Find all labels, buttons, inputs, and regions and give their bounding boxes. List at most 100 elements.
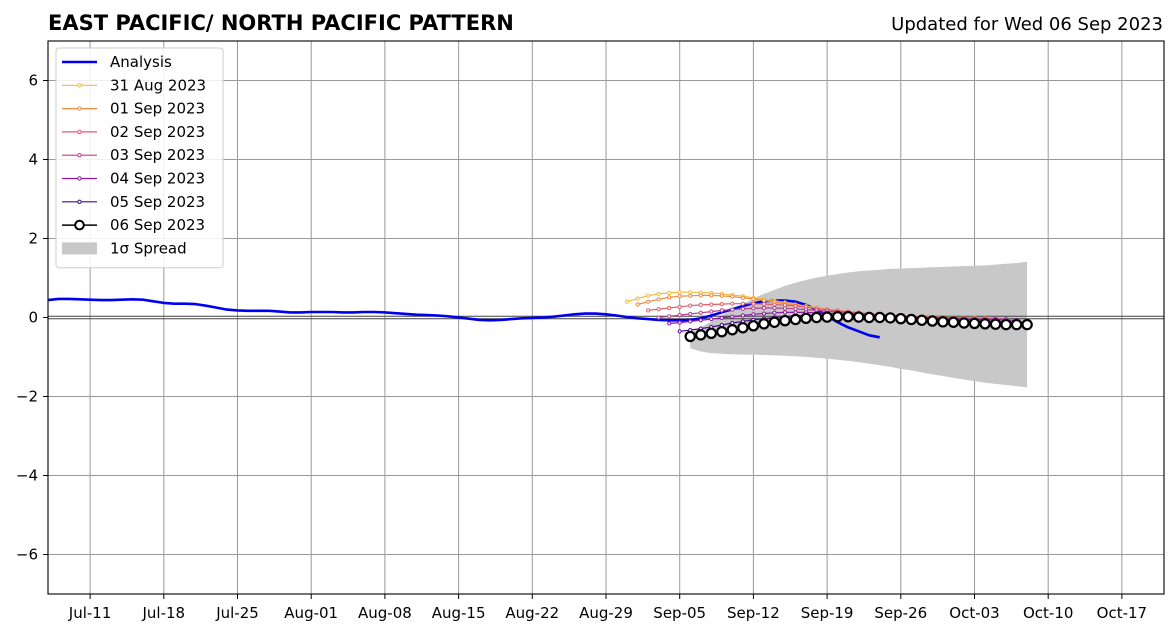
y-tick-label: −6 bbox=[16, 546, 38, 564]
forecast-line bbox=[658, 307, 1007, 320]
forecast-point bbox=[730, 301, 735, 306]
forecast-point bbox=[667, 295, 672, 300]
forecast-point bbox=[761, 305, 767, 311]
forecast-point bbox=[709, 316, 714, 322]
forecast-point bbox=[656, 297, 661, 302]
forecast-point bbox=[709, 293, 714, 298]
forecast-point bbox=[719, 315, 724, 320]
forecast-point bbox=[772, 310, 777, 315]
forecast-point bbox=[719, 308, 724, 313]
forecast-point bbox=[698, 293, 703, 298]
legend-marker bbox=[77, 176, 82, 181]
x-tick-label: Jul-11 bbox=[68, 604, 112, 622]
legend-label: 02 Sep 2023 bbox=[110, 123, 205, 141]
forecast-point bbox=[716, 326, 728, 338]
forecast-point bbox=[1000, 318, 1012, 331]
forecast-point bbox=[730, 294, 735, 299]
x-tick-label: Jul-25 bbox=[215, 604, 259, 622]
legend-marker bbox=[74, 219, 85, 231]
forecast-point bbox=[740, 313, 745, 318]
forecast-point bbox=[958, 317, 970, 329]
forecast-point bbox=[761, 298, 767, 303]
y-tick-label: 4 bbox=[28, 151, 38, 169]
x-tick-label: Sep-05 bbox=[653, 604, 706, 622]
forecast-point bbox=[730, 314, 735, 319]
legend-marker bbox=[77, 153, 82, 158]
y-tick-label: 0 bbox=[28, 309, 38, 327]
legend-label: 01 Sep 2023 bbox=[110, 100, 205, 118]
forecast-point bbox=[947, 316, 960, 328]
legend-label: 06 Sep 2023 bbox=[110, 216, 205, 234]
forecast-point bbox=[688, 319, 693, 324]
forecast-point bbox=[677, 320, 682, 325]
forecast-point bbox=[635, 296, 640, 301]
legend-item: 31 Aug 2023 bbox=[62, 76, 206, 94]
forecast-point bbox=[905, 313, 918, 326]
legend-item: 04 Sep 2023 bbox=[62, 170, 205, 188]
forecast-point bbox=[979, 318, 991, 330]
forecast-point bbox=[740, 306, 745, 311]
x-tick-label: Aug-22 bbox=[505, 604, 559, 622]
forecast-point bbox=[684, 330, 696, 343]
x-tick-label: Aug-08 bbox=[358, 604, 412, 622]
y-tick-label: 6 bbox=[28, 72, 38, 90]
forecast-point bbox=[740, 295, 745, 300]
forecast-point bbox=[758, 318, 770, 330]
y-tick-label: −4 bbox=[16, 467, 38, 485]
forecast-point bbox=[688, 311, 693, 317]
forecast-point bbox=[646, 299, 651, 304]
forecast-series bbox=[684, 311, 1033, 343]
forecast-point bbox=[863, 311, 875, 324]
forecast-point bbox=[667, 314, 672, 319]
forecast-point bbox=[747, 320, 760, 332]
legend-label: 04 Sep 2023 bbox=[110, 170, 205, 188]
forecast-point bbox=[656, 291, 661, 296]
forecast-point bbox=[698, 318, 703, 323]
forecast-point bbox=[688, 303, 693, 308]
forecast-point bbox=[884, 312, 896, 324]
forecast-point bbox=[831, 311, 844, 323]
forecast-point bbox=[789, 313, 802, 326]
forecast-point bbox=[761, 311, 767, 316]
forecast-point bbox=[726, 324, 739, 336]
forecast-point bbox=[761, 301, 767, 307]
forecast-point bbox=[677, 329, 682, 334]
forecast-point bbox=[695, 329, 707, 341]
forecast-point bbox=[677, 304, 682, 309]
forecast-point bbox=[874, 311, 886, 324]
forecast-point bbox=[719, 293, 724, 298]
forecast-point bbox=[677, 313, 682, 318]
legend-item: 02 Sep 2023 bbox=[62, 123, 205, 141]
y-tick-label: 2 bbox=[28, 230, 38, 248]
forecast-point bbox=[852, 311, 865, 323]
forecast-point bbox=[772, 302, 777, 307]
analysis-line bbox=[47, 297, 880, 339]
legend-item: 03 Sep 2023 bbox=[62, 146, 205, 164]
forecast-point bbox=[968, 317, 981, 330]
forecast-point bbox=[698, 310, 703, 315]
forecast-point bbox=[772, 305, 777, 311]
forecast-point bbox=[624, 299, 630, 304]
forecast-point bbox=[800, 312, 812, 324]
axes: Jul-11 Jul-18 Jul-25 Aug-01 Aug-08 Aug-15 Aug-… bbox=[16, 40, 1165, 622]
forecast-point bbox=[842, 311, 854, 323]
updated-date: Updated for Wed 06 Sep 2023 bbox=[891, 14, 1163, 35]
forecast-point bbox=[667, 290, 672, 296]
legend: Analysis 31 Aug 2023 01 Sep 2023 02 Sep 202… bbox=[55, 47, 224, 269]
forecast-point bbox=[768, 316, 781, 328]
x-tick-label: Oct-10 bbox=[1023, 604, 1073, 622]
legend-marker bbox=[77, 129, 82, 135]
forecast-point bbox=[656, 315, 661, 320]
legend-swatch bbox=[62, 242, 97, 255]
forecast-point bbox=[782, 306, 788, 311]
forecast-point bbox=[730, 307, 735, 312]
spread-band bbox=[690, 261, 1028, 388]
forecast-point bbox=[793, 306, 798, 311]
forecast-point bbox=[916, 314, 928, 326]
forecast-point bbox=[646, 293, 651, 298]
forecast-point bbox=[698, 302, 703, 307]
x-tick-label: Oct-17 bbox=[1097, 604, 1147, 622]
forecast-line bbox=[669, 311, 1017, 324]
spread-area bbox=[690, 261, 1028, 388]
plot-frame bbox=[47, 40, 1165, 595]
